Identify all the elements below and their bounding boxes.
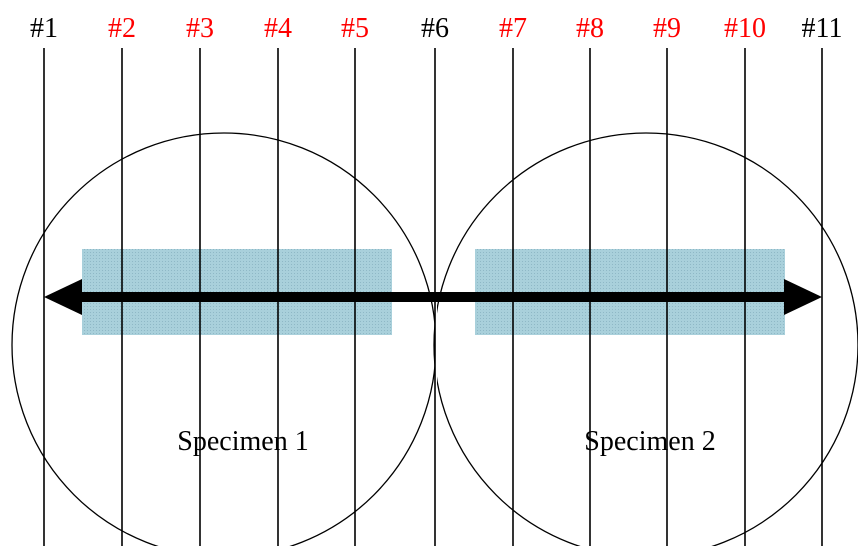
line-labels: #1 #2 #3 #4 #5 #6 #7 #8 #9 #10 #11 xyxy=(30,13,842,44)
line-label-1: #1 xyxy=(30,13,58,44)
specimen-2-label: Specimen 2 xyxy=(584,426,715,457)
specimen-2-group xyxy=(433,132,858,551)
line-label-7: #7 xyxy=(499,13,527,44)
arrow-shaft xyxy=(75,292,788,302)
line-label-9: #9 xyxy=(653,13,681,44)
specimen-1-label: Specimen 1 xyxy=(177,426,308,457)
specimen-1-circle xyxy=(11,132,437,551)
line-label-4: #4 xyxy=(264,13,292,44)
line-label-8: #8 xyxy=(576,13,604,44)
line-label-3: #3 xyxy=(186,13,214,44)
line-label-5: #5 xyxy=(341,13,369,44)
double-arrow xyxy=(44,279,822,315)
specimen-1-group xyxy=(11,132,437,551)
line-label-11: #11 xyxy=(802,13,843,44)
arrow-head-right xyxy=(784,279,822,315)
line-label-6: #6 xyxy=(421,13,449,44)
arrow-head-left xyxy=(44,279,82,315)
line-label-10: #10 xyxy=(724,13,766,44)
specimen-2-circle xyxy=(433,132,858,551)
line-label-2: #2 xyxy=(108,13,136,44)
